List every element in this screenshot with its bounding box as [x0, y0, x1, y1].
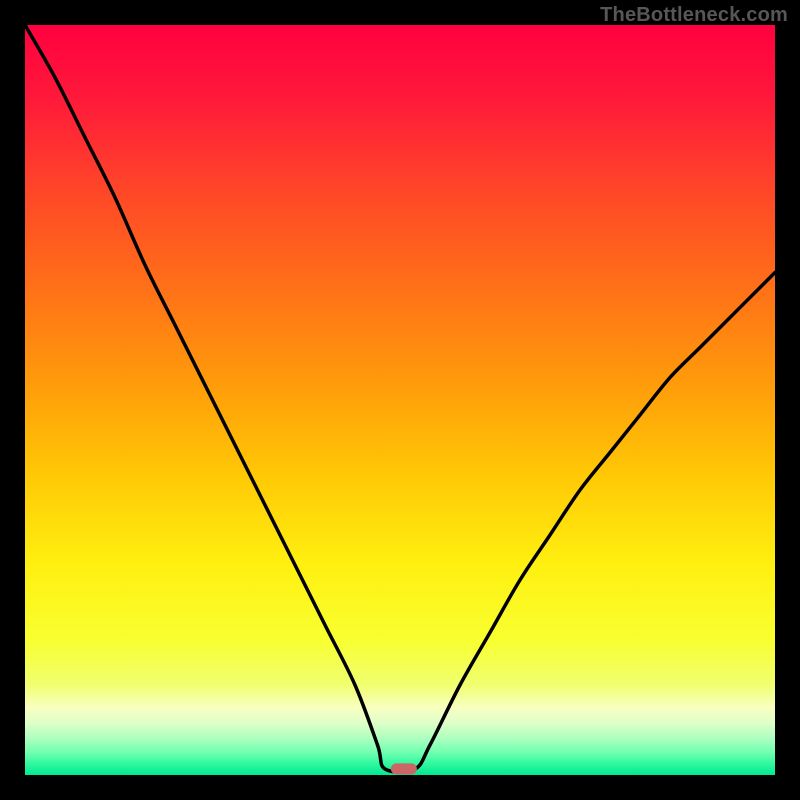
chart-frame: TheBottleneck.com — [0, 0, 800, 800]
watermark-text: TheBottleneck.com — [600, 4, 788, 27]
valley-curve — [25, 25, 775, 775]
plot-area — [25, 25, 775, 775]
optimum-marker — [391, 763, 417, 774]
